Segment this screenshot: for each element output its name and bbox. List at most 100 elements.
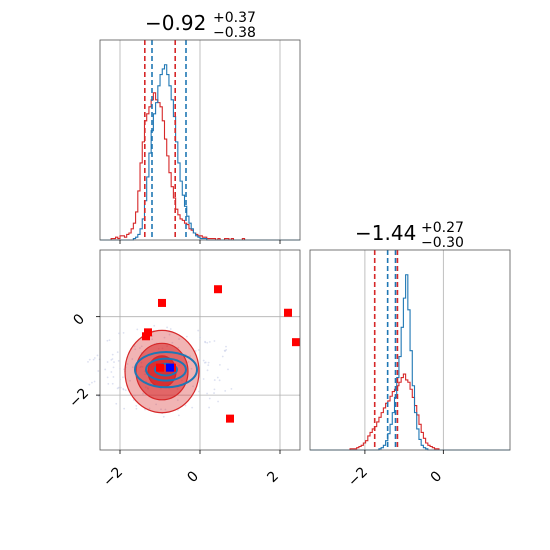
sample-point bbox=[163, 336, 166, 339]
sample-point bbox=[177, 346, 180, 349]
sample-point bbox=[93, 357, 96, 359]
sample-point bbox=[224, 390, 227, 392]
sample-point bbox=[119, 367, 121, 370]
sample-point bbox=[93, 380, 96, 383]
sample-point bbox=[225, 348, 228, 351]
outlier-marker bbox=[214, 285, 222, 294]
sample-point bbox=[160, 408, 162, 411]
sample-point bbox=[213, 379, 216, 381]
sample-point bbox=[202, 359, 205, 362]
sample-point bbox=[124, 389, 127, 392]
sample-point bbox=[133, 345, 136, 348]
sample-point bbox=[106, 361, 109, 363]
sample-point bbox=[207, 364, 210, 367]
sample-point bbox=[190, 367, 193, 370]
param1-title-sup: +0.37 bbox=[213, 10, 256, 26]
sample-point bbox=[151, 338, 154, 341]
sample-point bbox=[178, 338, 180, 340]
sample-point bbox=[122, 387, 125, 390]
sample-point bbox=[207, 361, 210, 364]
sample-point bbox=[199, 336, 201, 339]
sample-point bbox=[139, 347, 141, 349]
sample-point bbox=[168, 333, 171, 336]
sample-point bbox=[184, 404, 187, 407]
sample-point bbox=[224, 350, 227, 352]
sample-point bbox=[112, 366, 115, 369]
sample-point bbox=[225, 345, 227, 348]
sample-point bbox=[162, 415, 165, 418]
sample-point bbox=[117, 359, 120, 362]
sample-point bbox=[164, 408, 167, 411]
sample-point bbox=[216, 376, 219, 379]
outlier-marker bbox=[142, 332, 150, 341]
sample-point bbox=[203, 361, 206, 364]
sample-point bbox=[148, 407, 151, 410]
outlier-marker bbox=[284, 308, 292, 317]
sample-point bbox=[218, 379, 221, 382]
sample-point bbox=[206, 369, 209, 372]
param2-title: −1.44 +0.27 −0.30 bbox=[355, 220, 464, 251]
sample-point bbox=[119, 378, 122, 381]
sample-point bbox=[131, 366, 134, 369]
sample-point bbox=[88, 358, 91, 361]
sample-point bbox=[206, 392, 208, 395]
sample-point bbox=[91, 381, 93, 384]
sample-point bbox=[135, 405, 138, 407]
sample-point bbox=[97, 370, 100, 372]
sample-point bbox=[111, 382, 114, 385]
sample-point bbox=[185, 335, 188, 338]
sample-point bbox=[116, 387, 119, 390]
sample-point bbox=[110, 371, 113, 373]
sample-point bbox=[129, 379, 131, 382]
sample-point bbox=[116, 351, 119, 354]
sample-point bbox=[140, 345, 143, 348]
sample-point bbox=[155, 403, 158, 406]
sample-point bbox=[135, 407, 138, 410]
sample-point bbox=[123, 407, 126, 410]
sample-point bbox=[126, 363, 129, 365]
sample-point bbox=[213, 388, 216, 391]
outlier-marker bbox=[292, 338, 300, 347]
sample-point bbox=[177, 414, 180, 417]
sample-point bbox=[227, 368, 229, 371]
sample-point bbox=[218, 363, 221, 366]
sample-point bbox=[142, 392, 144, 395]
param1-title-sub: −0.38 bbox=[213, 25, 256, 41]
y-tick-label: −2 bbox=[66, 385, 92, 411]
sample-point bbox=[136, 328, 139, 331]
outlier-marker bbox=[156, 363, 164, 372]
sample-point bbox=[92, 358, 95, 361]
sample-point bbox=[230, 387, 233, 390]
sample-point bbox=[131, 358, 134, 360]
sample-point bbox=[213, 392, 215, 394]
sample-point bbox=[198, 390, 200, 393]
sample-point bbox=[189, 355, 191, 358]
sample-point bbox=[166, 326, 168, 329]
histogram-series-a bbox=[310, 373, 511, 451]
sample-point bbox=[221, 355, 224, 358]
sample-point bbox=[122, 332, 125, 334]
contour-b-level bbox=[145, 357, 187, 382]
param2-title-sup: +0.27 bbox=[421, 220, 464, 236]
sample-point bbox=[187, 360, 190, 363]
sample-point bbox=[119, 386, 122, 389]
panel-frame bbox=[309, 249, 511, 451]
sample-point bbox=[96, 354, 99, 357]
x-tick-label: −2 bbox=[345, 464, 371, 490]
sample-point bbox=[194, 350, 197, 352]
sample-point bbox=[213, 340, 216, 342]
outlier-marker bbox=[226, 414, 234, 423]
sample-point bbox=[176, 399, 179, 402]
sample-point bbox=[115, 402, 118, 405]
param2-title-sub: −0.30 bbox=[421, 235, 464, 251]
sample-point bbox=[106, 339, 109, 342]
sample-point bbox=[134, 348, 137, 351]
sample-point bbox=[107, 382, 110, 385]
x-tick-label: −2 bbox=[100, 464, 126, 490]
sample-point bbox=[206, 341, 209, 344]
histogram-param1-panel bbox=[99, 39, 301, 244]
sample-point bbox=[133, 394, 136, 397]
histogram-param2-panel: −2 0 bbox=[309, 249, 511, 490]
outlier-marker bbox=[158, 298, 166, 307]
